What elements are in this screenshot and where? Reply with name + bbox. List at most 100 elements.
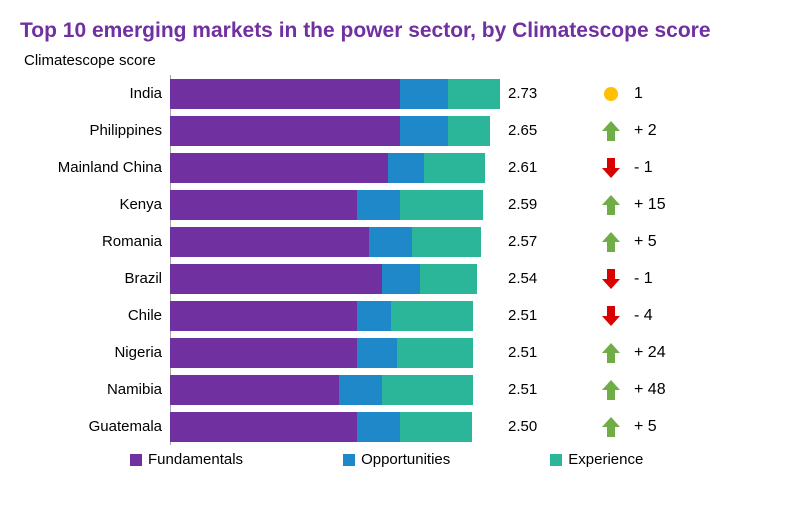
bar-segment	[170, 375, 339, 405]
chart-title: Top 10 emerging markets in the power sec…	[20, 18, 774, 44]
score-value: 2.54	[500, 270, 550, 287]
bar-segment	[420, 264, 477, 294]
bar-segment	[424, 153, 486, 183]
bar-segment	[397, 338, 473, 368]
legend-swatch	[343, 454, 355, 466]
rank-change: - 4	[600, 306, 653, 326]
bar-track	[170, 260, 500, 297]
country-label: Brazil	[20, 270, 170, 287]
rank-change-text: + 2	[634, 122, 657, 140]
bar-segment	[339, 375, 381, 405]
arrow-up-icon	[600, 195, 622, 215]
arrow-up-icon	[600, 343, 622, 363]
bar-segment	[391, 301, 473, 331]
bar-segment	[170, 190, 357, 220]
bar-segment	[369, 227, 411, 257]
bar-segment	[170, 116, 400, 146]
stacked-bar	[170, 412, 472, 442]
bar-segment	[170, 153, 388, 183]
rank-change-text: + 5	[634, 418, 657, 436]
bar-track	[170, 334, 500, 371]
bar-segment	[412, 227, 481, 257]
chart-row: Brazil 2.54 - 1	[20, 260, 774, 297]
bar-segment	[400, 190, 483, 220]
stacked-bar	[170, 190, 483, 220]
bar-segment	[382, 375, 474, 405]
arrow-down-icon	[600, 306, 622, 326]
country-label: Chile	[20, 307, 170, 324]
circle-icon	[600, 86, 622, 102]
bar-segment	[170, 412, 357, 442]
rank-change: - 1	[600, 269, 653, 289]
stacked-bar	[170, 264, 477, 294]
bar-segment	[170, 301, 357, 331]
score-value: 2.73	[500, 85, 550, 102]
stacked-bar	[170, 153, 485, 183]
bar-segment	[357, 190, 399, 220]
rank-change-text: + 5	[634, 233, 657, 251]
bar-segment	[357, 338, 397, 368]
legend-item: Opportunities	[343, 451, 450, 468]
stacked-bar	[170, 79, 500, 109]
legend-label: Experience	[568, 451, 643, 468]
chart-subtitle: Climatescope score	[24, 52, 774, 69]
legend-swatch	[130, 454, 142, 466]
rank-change-text: 1	[634, 85, 643, 103]
bar-segment	[448, 79, 500, 109]
bar-segment	[170, 227, 369, 257]
chart-row: Nigeria2.51+ 24	[20, 334, 774, 371]
score-value: 2.59	[500, 196, 550, 213]
chart-row: Kenya2.59+ 15	[20, 186, 774, 223]
score-value: 2.50	[500, 418, 550, 435]
country-label: Namibia	[20, 381, 170, 398]
stacked-bar	[170, 227, 481, 257]
score-value: 2.57	[500, 233, 550, 250]
arrow-up-icon	[600, 232, 622, 252]
country-label: Philippines	[20, 122, 170, 139]
chart-area: India2.731Philippines2.65+ 2Mainland Chi…	[20, 75, 774, 445]
bar-segment	[382, 264, 421, 294]
legend-label: Fundamentals	[148, 451, 243, 468]
rank-change: - 1	[600, 158, 653, 178]
legend-item: Experience	[550, 451, 643, 468]
chart-row: Chile 2.51 - 4	[20, 297, 774, 334]
bar-track	[170, 186, 500, 223]
country-label: Kenya	[20, 196, 170, 213]
bar-segment	[400, 79, 448, 109]
chart-row: Romania 2.57 + 5	[20, 223, 774, 260]
country-label: Romania	[20, 233, 170, 250]
arrow-up-icon	[600, 121, 622, 141]
bar-track	[170, 297, 500, 334]
bar-segment	[448, 116, 490, 146]
arrow-down-icon	[600, 269, 622, 289]
stacked-bar	[170, 375, 473, 405]
bar-track	[170, 149, 500, 186]
bar-segment	[400, 116, 448, 146]
bar-segment	[170, 79, 400, 109]
rank-change: 1	[600, 85, 643, 103]
score-value: 2.51	[500, 344, 550, 361]
bar-segment	[388, 153, 424, 183]
legend-swatch	[550, 454, 562, 466]
bar-track	[170, 112, 500, 149]
score-value: 2.51	[500, 307, 550, 324]
country-label: Nigeria	[20, 344, 170, 361]
score-value: 2.65	[500, 122, 550, 139]
rank-change-text: - 4	[634, 307, 653, 325]
chart-row: Mainland China2.61- 1	[20, 149, 774, 186]
rank-change-text: - 1	[634, 159, 653, 177]
chart-row: India2.731	[20, 75, 774, 112]
bar-track	[170, 75, 500, 112]
legend-label: Opportunities	[361, 451, 450, 468]
bar-track	[170, 408, 500, 445]
arrow-up-icon	[600, 380, 622, 400]
country-label: Mainland China	[20, 159, 170, 176]
arrow-up-icon	[600, 417, 622, 437]
stacked-bar	[170, 116, 490, 146]
bar-segment	[357, 301, 391, 331]
bar-segment	[357, 412, 399, 442]
stacked-bar	[170, 301, 473, 331]
bar-segment	[170, 264, 382, 294]
rank-change-text: + 48	[634, 381, 666, 399]
chart-row: Namibia2.51+ 48	[20, 371, 774, 408]
